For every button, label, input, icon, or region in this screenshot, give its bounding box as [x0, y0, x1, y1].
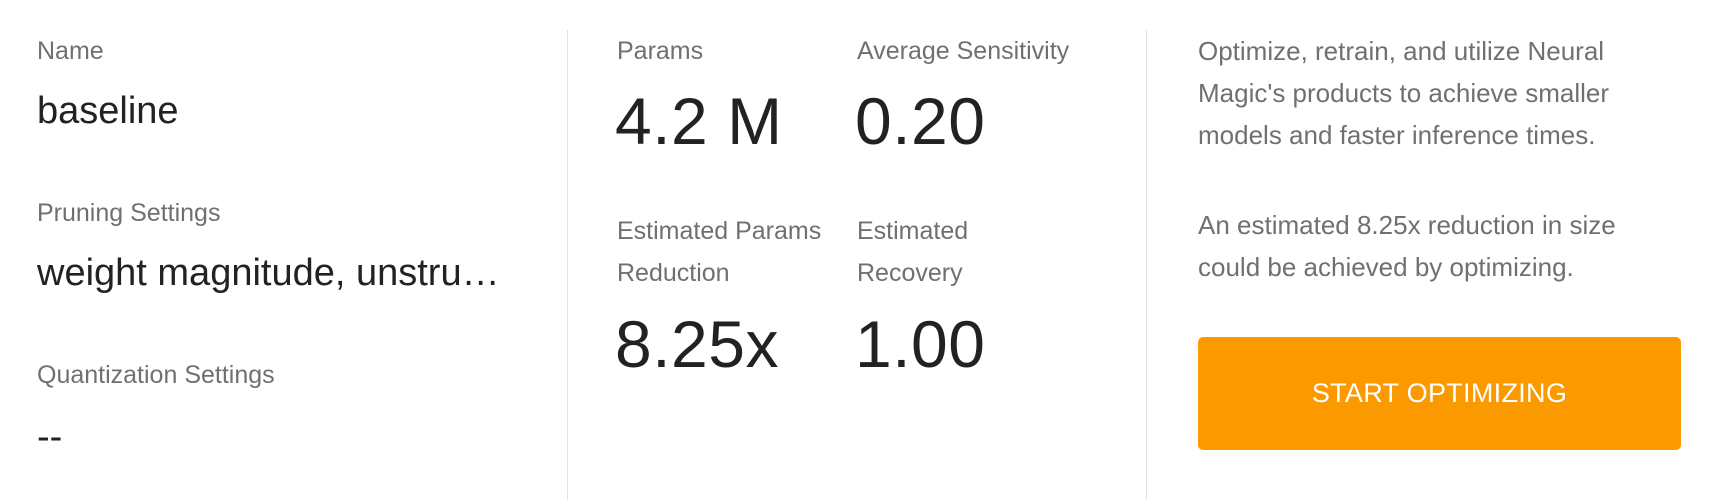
params-value: 4.2 M — [615, 84, 783, 158]
reduction-estimate-text: An estimated 8.25x reduction in size cou… — [1198, 210, 1616, 282]
pruning-settings-label: Pruning Settings — [37, 199, 221, 227]
estimated-params-reduction-label-line1: Estimated Params — [617, 217, 822, 245]
estimated-recovery-value: 1.00 — [855, 307, 986, 381]
start-optimizing-button[interactable]: START OPTIMIZING — [1198, 337, 1681, 450]
name-value: baseline — [37, 90, 179, 132]
params-label: Params — [617, 37, 704, 65]
column-divider-left — [567, 30, 568, 500]
estimated-params-reduction-label-line2: Reduction — [617, 259, 730, 287]
estimated-recovery-label-line2: Recovery — [857, 259, 963, 287]
name-label: Name — [37, 37, 104, 65]
quantization-settings-value: -- — [37, 416, 63, 458]
optimize-description: Optimize, retrain, and utilize Neural Ma… — [1198, 36, 1610, 150]
column-divider-right — [1146, 30, 1147, 500]
estimated-params-reduction-value: 8.25x — [615, 307, 779, 381]
estimated-recovery-label-line1: Estimated — [857, 217, 969, 245]
average-sensitivity-value: 0.20 — [855, 84, 986, 158]
quantization-settings-label: Quantization Settings — [37, 361, 275, 389]
pruning-settings-value: weight magnitude, unstructured — [37, 252, 509, 294]
average-sensitivity-label: Average Sensitivity — [857, 37, 1070, 65]
